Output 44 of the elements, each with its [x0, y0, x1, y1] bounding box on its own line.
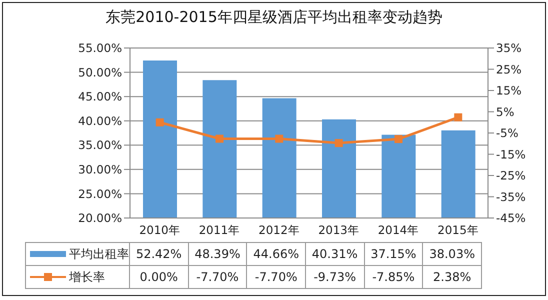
y-tick-label: 40.00% [78, 114, 122, 128]
y2-tick-label: -15% [496, 147, 526, 162]
y2-tick-label: 5% [496, 104, 514, 119]
y2-tick-label: 25% [496, 62, 522, 76]
data-label: -7.70% [188, 266, 247, 288]
y-tick-label: 25.00% [78, 186, 122, 201]
x-tick-label: 2012年 [258, 223, 300, 238]
y-tick-label: 35.00% [78, 138, 122, 152]
point [394, 135, 402, 144]
x-tick-label: 2014年 [378, 223, 420, 238]
point [216, 134, 224, 143]
data-label: -7.85% [364, 266, 423, 288]
point [334, 139, 343, 148]
data-label: 2.38% [422, 266, 482, 288]
x-tick-label: 2011年 [198, 223, 240, 238]
data-label: 38.03% [422, 242, 482, 266]
data-label: 37.15% [364, 242, 423, 266]
point [156, 118, 164, 126]
y2-tick-label: 15% [496, 84, 522, 98]
data-label: 40.31% [305, 242, 364, 266]
y-tick-label: 55.00% [78, 41, 122, 56]
y-tick-label: 30.00% [78, 162, 122, 177]
x-tick-label: 2010年 [139, 223, 180, 238]
data-label: 44.66% [246, 242, 306, 266]
y-tick-label: 50.00% [78, 65, 122, 80]
y2-tick-label: 35% [496, 41, 522, 56]
point [275, 134, 284, 143]
data-label: -7.70% [246, 266, 306, 288]
y-tick-label: 45.00% [78, 90, 122, 104]
y2-tick-label: -45% [496, 211, 526, 226]
y2-tick-label: -25% [496, 168, 526, 183]
legend-label: 增长率 [69, 270, 105, 284]
chart-title: 东莞2010-2015年四星级酒店平均出租率变动趋势 [104, 8, 444, 27]
data-label: 48.39% [188, 242, 247, 266]
data-label: 0.00% [130, 266, 188, 288]
x-tick-label: 2015年 [438, 223, 479, 238]
legend-label: 平均出租率 [69, 246, 129, 260]
point [454, 113, 462, 122]
y2-tick-label: -35% [496, 190, 526, 204]
data-label: 52.42% [130, 242, 188, 266]
x-tick-label: 2013年 [318, 223, 360, 238]
y-tick-label: 20.00% [78, 211, 122, 226]
data-label: -9.73% [305, 266, 364, 288]
y2-tick-label: -5% [496, 126, 518, 140]
